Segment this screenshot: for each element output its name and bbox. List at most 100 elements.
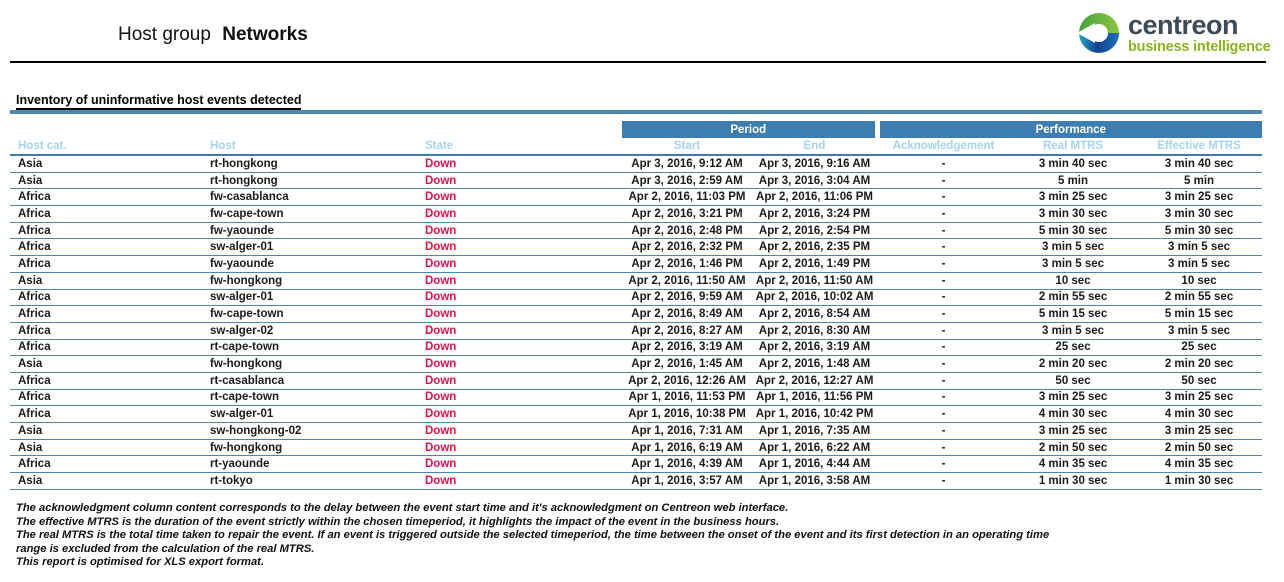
- cell-host-cat: Africa: [10, 339, 210, 357]
- page-title: Host group Networks: [118, 24, 308, 46]
- title-prefix: Host group: [118, 24, 211, 45]
- cell-host-cat: Asia: [10, 422, 210, 440]
- footnotes: The acknowledgment column content corres…: [16, 502, 1049, 570]
- col-header-state: State: [425, 138, 622, 156]
- cell-end: Apr 1, 2016, 4:44 AM: [752, 455, 878, 474]
- cell-state: Down: [425, 172, 622, 190]
- cell-end: Apr 2, 2016, 2:54 PM: [752, 222, 878, 240]
- cell-end: Apr 1, 2016, 10:42 PM: [752, 405, 878, 423]
- cell-real-mtrs: 1 min 30 sec: [1010, 472, 1137, 490]
- cell-state: Down: [425, 188, 622, 207]
- cell-effective-mtrs: 3 min 5 sec: [1136, 322, 1263, 340]
- cell-acknowledgement: -: [877, 322, 1011, 340]
- cell-host: rt-tokyo: [210, 472, 425, 490]
- cell-end: Apr 1, 2016, 7:35 AM: [752, 422, 878, 440]
- centreon-logo: centreon business intelligence: [1076, 9, 1271, 55]
- cell-host: rt-hongkong: [210, 155, 425, 173]
- cell-host-cat: Africa: [10, 305, 210, 323]
- cell-start: Apr 2, 2016, 8:27 AM: [622, 322, 752, 340]
- cell-start: Apr 2, 2016, 12:26 AM: [622, 372, 752, 390]
- table-row: Asia fw-hongkong Down Apr 2, 2016, 1:45 AM A…: [10, 355, 1263, 373]
- cell-end: Apr 2, 2016, 8:30 AM: [752, 322, 878, 340]
- cell-start: Apr 2, 2016, 9:59 AM: [622, 289, 752, 307]
- table-row: Africa sw-alger-01 Down Apr 2, 2016, 9:59 A…: [10, 289, 1263, 307]
- cell-effective-mtrs: 3 min 25 sec: [1136, 422, 1263, 440]
- cell-state: Down: [425, 422, 622, 440]
- cell-start: Apr 3, 2016, 9:12 AM: [622, 155, 752, 173]
- events-table-body: Asia rt-hongkong Down Apr 3, 2016, 9:12 AM A…: [10, 155, 1263, 490]
- footnote-line: The effective MTRS is the duration of th…: [16, 515, 780, 528]
- table-row: Asia rt-tokyo Down Apr 1, 2016, 3:57 AM Apr …: [10, 472, 1263, 490]
- cell-end: Apr 2, 2016, 11:06 PM: [752, 188, 878, 207]
- cell-real-mtrs: 2 min 20 sec: [1010, 355, 1137, 373]
- cell-effective-mtrs: 1 min 30 sec: [1136, 472, 1263, 490]
- cell-state: Down: [425, 472, 622, 490]
- col-header-real-mtrs: Real MTRS: [1010, 138, 1137, 156]
- cell-end: Apr 2, 2016, 12:27 AM: [752, 372, 878, 390]
- table-row: Africa sw-alger-02 Down Apr 2, 2016, 8:27 A…: [10, 322, 1263, 340]
- cell-end: Apr 2, 2016, 2:35 PM: [752, 238, 878, 257]
- cell-effective-mtrs: 4 min 35 sec: [1136, 455, 1263, 474]
- cell-state: Down: [425, 372, 622, 390]
- cell-host: fw-hongkong: [210, 439, 425, 457]
- cell-end: Apr 2, 2016, 8:54 AM: [752, 305, 878, 323]
- cell-effective-mtrs: 10 sec: [1136, 272, 1263, 290]
- cell-acknowledgement: -: [877, 439, 1011, 457]
- cell-start: Apr 2, 2016, 11:03 PM: [622, 188, 752, 207]
- cell-start: Apr 2, 2016, 2:48 PM: [622, 222, 752, 240]
- cell-real-mtrs: 25 sec: [1010, 339, 1137, 357]
- col-header-host: Host: [210, 138, 425, 156]
- table-row: Africa rt-cape-town Down Apr 1, 2016, 11:53…: [10, 389, 1263, 407]
- cell-host: sw-alger-01: [210, 405, 425, 423]
- cell-real-mtrs: 3 min 5 sec: [1010, 238, 1137, 257]
- section-title-bar: [10, 110, 1262, 114]
- period-band-header: Period: [622, 121, 878, 138]
- cell-acknowledgement: -: [877, 389, 1011, 407]
- cell-end: Apr 2, 2016, 10:02 AM: [752, 289, 878, 307]
- cell-host: rt-cape-town: [210, 339, 425, 357]
- cell-start: Apr 1, 2016, 11:53 PM: [622, 389, 752, 407]
- cell-acknowledgement: -: [877, 455, 1011, 474]
- cell-real-mtrs: 3 min 30 sec: [1010, 205, 1137, 223]
- cell-real-mtrs: 50 sec: [1010, 372, 1137, 390]
- cell-state: Down: [425, 355, 622, 373]
- cell-start: Apr 1, 2016, 7:31 AM: [622, 422, 752, 440]
- cell-state: Down: [425, 305, 622, 323]
- cell-end: Apr 1, 2016, 3:58 AM: [752, 472, 878, 490]
- cell-host-cat: Africa: [10, 389, 210, 407]
- cell-state: Down: [425, 205, 622, 223]
- cell-state: Down: [425, 439, 622, 457]
- cell-host: fw-casablanca: [210, 188, 425, 207]
- cell-start: Apr 3, 2016, 2:59 AM: [622, 172, 752, 190]
- cell-acknowledgement: -: [877, 238, 1011, 257]
- cell-effective-mtrs: 2 min 20 sec: [1136, 355, 1263, 373]
- cell-effective-mtrs: 2 min 55 sec: [1136, 289, 1263, 307]
- cell-effective-mtrs: 5 min: [1136, 172, 1263, 190]
- logo-name: centreon: [1128, 9, 1239, 40]
- cell-host: sw-hongkong-02: [210, 422, 425, 440]
- cell-state: Down: [425, 238, 622, 257]
- cell-effective-mtrs: 2 min 50 sec: [1136, 439, 1263, 457]
- table-row: Asia rt-hongkong Down Apr 3, 2016, 9:12 AM A…: [10, 155, 1263, 173]
- cell-state: Down: [425, 222, 622, 240]
- logo-subtitle: business intelligence: [1128, 38, 1271, 55]
- cell-effective-mtrs: 5 min 30 sec: [1136, 222, 1263, 240]
- cell-acknowledgement: -: [877, 155, 1011, 173]
- table-row: Asia fw-hongkong Down Apr 1, 2016, 6:19 AM A…: [10, 439, 1263, 457]
- cell-end: Apr 3, 2016, 9:16 AM: [752, 155, 878, 173]
- cell-real-mtrs: 3 min 25 sec: [1010, 389, 1137, 407]
- cell-host-cat: Asia: [10, 439, 210, 457]
- cell-effective-mtrs: 25 sec: [1136, 339, 1263, 357]
- cell-acknowledgement: -: [877, 205, 1011, 223]
- cell-end: Apr 2, 2016, 1:48 AM: [752, 355, 878, 373]
- cell-effective-mtrs: 5 min 15 sec: [1136, 305, 1263, 323]
- cell-start: Apr 2, 2016, 3:21 PM: [622, 205, 752, 223]
- cell-host-cat: Africa: [10, 455, 210, 474]
- col-header-end: End: [752, 138, 878, 156]
- cell-end: Apr 2, 2016, 3:24 PM: [752, 205, 878, 223]
- cell-host-cat: Asia: [10, 355, 210, 373]
- cell-real-mtrs: 5 min: [1010, 172, 1137, 190]
- cell-acknowledgement: -: [877, 422, 1011, 440]
- cell-effective-mtrs: 3 min 5 sec: [1136, 238, 1263, 257]
- cell-state: Down: [425, 289, 622, 307]
